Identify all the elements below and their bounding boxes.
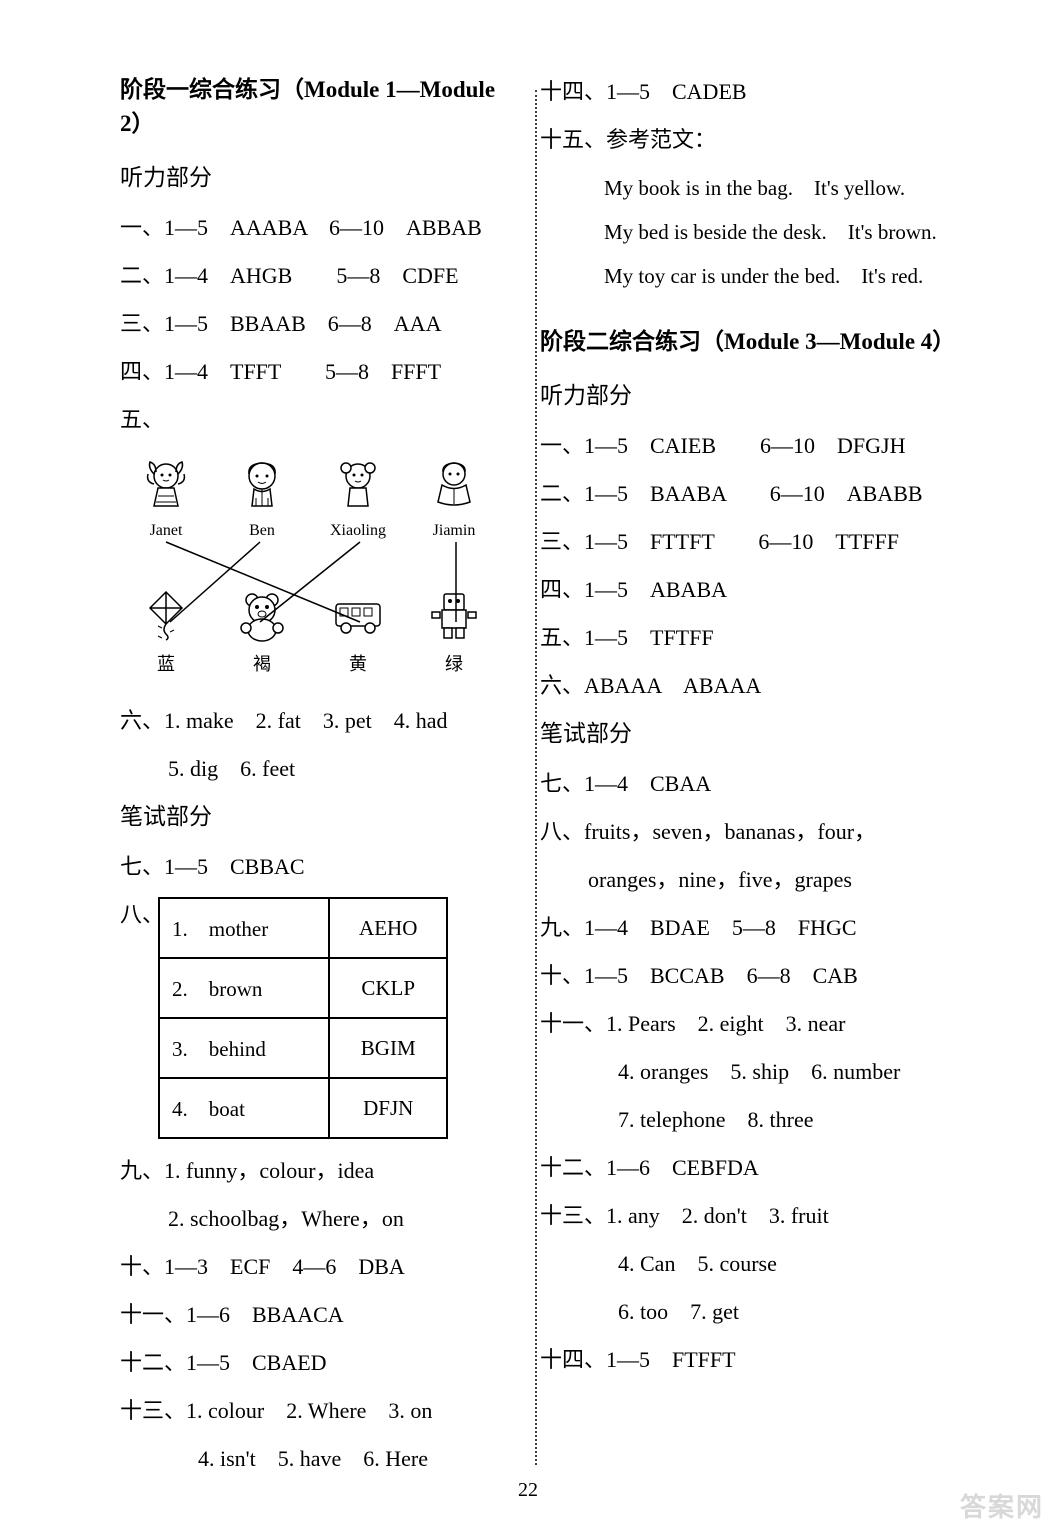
q3: 三、1—5 BBAAB 6—8 AAA [120, 302, 500, 346]
table-cell: 2. brown [159, 958, 329, 1018]
r11b: 4. oranges 5. ship 6. number [540, 1050, 960, 1094]
r13c: 6. too 7. get [540, 1290, 960, 1334]
right-column: 十四、1—5 CADEB 十五、参考范文： My book is in the … [520, 70, 960, 1485]
q6b: 5. dig 6. feet [120, 747, 500, 791]
q10: 十、1—3 ECF 4—6 DBA [120, 1245, 500, 1289]
rq15: 十五、参考范文： [540, 118, 960, 162]
written-title-left: 笔试部分 [120, 797, 500, 831]
listening-title-right: 听力部分 [540, 376, 960, 410]
table-cell: BGIM [329, 1018, 447, 1078]
q13b: 4. isn't 5. have 6. Here [120, 1437, 500, 1481]
table-cell: AEHO [329, 898, 447, 958]
r14: 十四、1—5 FTFFT [540, 1338, 960, 1382]
q8-label: 八、 [120, 893, 158, 937]
written-title-right: 笔试部分 [540, 714, 960, 748]
char-xiaoling: Xiaoling [318, 454, 398, 540]
r9: 九、1—4 BDAE 5—8 FHGC [540, 906, 960, 950]
r11c: 7. telephone 8. three [540, 1098, 960, 1142]
q6: 六、1. make 2. fat 3. pet 4. had [120, 699, 500, 743]
jiamin-icon [424, 454, 484, 514]
stage2-title: 阶段二综合练习（Module 3—Module 4） [540, 322, 960, 356]
q1: 一、1—5 AAABA 6—10 ABBAB [120, 206, 500, 250]
char-ben: Ben [222, 454, 302, 540]
r8b: oranges，nine，five，grapes [540, 858, 960, 902]
stage1-title: 阶段一综合练习（Module 1—Module 2） [120, 70, 500, 138]
watermark: 答案网 [960, 1487, 1044, 1524]
r7: 七、1—4 CBAA [540, 762, 960, 806]
q5: 五、 [120, 398, 500, 442]
two-column-layout: 阶段一综合练习（Module 1—Module 2） 听力部分 一、1—5 AA… [120, 70, 996, 1485]
table-cell: 4. boat [159, 1078, 329, 1138]
left-column: 阶段一综合练习（Module 1—Module 2） 听力部分 一、1—5 AA… [120, 70, 520, 1485]
q11: 十一、1—6 BBAACA [120, 1293, 500, 1337]
table-row: 3. behindBGIM [159, 1018, 447, 1078]
r13: 十三、1. any 2. don't 3. fruit [540, 1194, 960, 1238]
r4: 四、1—5 ABABA [540, 568, 960, 612]
table-cell: 3. behind [159, 1018, 329, 1078]
stage2-title-mod: （Module 3—Module 4） [701, 329, 955, 354]
robot-icon [424, 588, 484, 642]
janet-icon [136, 454, 196, 514]
janet-label: Janet [126, 522, 206, 540]
r13b: 4. Can 5. course [540, 1242, 960, 1286]
r5: 五、1—5 TFTFF [540, 616, 960, 660]
page-number: 22 [0, 1479, 1056, 1502]
answer-table: 1. motherAEHO 2. brownCKLP 3. behindBGIM… [158, 897, 448, 1139]
r6: 六、ABAAA ABAAA [540, 664, 960, 708]
essay-2: My bed is beside the desk. It's brown. [540, 210, 960, 254]
toy-bus: 黄 [318, 588, 398, 676]
robot-label: 绿 [414, 650, 494, 676]
table-row: 2. brownCKLP [159, 958, 447, 1018]
table-row: 1. motherAEHO [159, 898, 447, 958]
toy-kite: 蓝 [126, 588, 206, 676]
char-jiamin: Jiamin [414, 454, 494, 540]
r1: 一、1—5 CAIEB 6—10 DFGJH [540, 424, 960, 468]
bus-label: 黄 [318, 650, 398, 676]
ben-icon [232, 454, 292, 514]
q9b: 2. schoolbag，Where，on [120, 1197, 500, 1241]
table-cell: CKLP [329, 958, 447, 1018]
toy-robot: 绿 [414, 588, 494, 676]
q8-row: 八、 1. motherAEHO 2. brownCKLP 3. behindB… [120, 893, 500, 1149]
xiaoling-icon [328, 454, 388, 514]
toys-row: 蓝 褐 [120, 588, 500, 676]
table-cell: 1. mother [159, 898, 329, 958]
kite-icon [136, 588, 196, 642]
r10: 十、1—5 BCCAB 6—8 CAB [540, 954, 960, 998]
jiamin-label: Jiamin [414, 522, 494, 540]
q12: 十二、1—5 CBAED [120, 1341, 500, 1385]
r12: 十二、1—6 CEBFDA [540, 1146, 960, 1190]
column-divider [535, 90, 537, 1465]
xiaoling-label: Xiaoling [318, 522, 398, 540]
ben-label: Ben [222, 522, 302, 540]
listening-title-left: 听力部分 [120, 158, 500, 192]
kite-label: 蓝 [126, 650, 206, 676]
char-janet: Janet [126, 454, 206, 540]
stage1-title-pre: 阶段一综合练习 [120, 77, 281, 102]
bear-icon [232, 588, 292, 642]
bus-icon [328, 588, 388, 642]
r3: 三、1—5 FTTFT 6—10 TTFFF [540, 520, 960, 564]
essay-3: My toy car is under the bed. It's red. [540, 254, 960, 298]
q13: 十三、1. colour 2. Where 3. on [120, 1389, 500, 1433]
matching-diagram: Janet Ben [120, 454, 500, 689]
bear-label: 褐 [222, 650, 302, 676]
table-row: 4. boatDFJN [159, 1078, 447, 1138]
q7: 七、1—5 CBBAC [120, 845, 500, 889]
table-cell: DFJN [329, 1078, 447, 1138]
toy-bear: 褐 [222, 588, 302, 676]
q9: 九、1. funny，colour，idea [120, 1149, 500, 1193]
q2: 二、1—4 AHGB 5—8 CDFE [120, 254, 500, 298]
essay-1: My book is in the bag. It's yellow. [540, 166, 960, 210]
stage2-title-pre: 阶段二综合练习 [540, 329, 701, 354]
r8: 八、fruits，seven，bananas，four， [540, 810, 960, 854]
r2: 二、1—5 BAABA 6—10 ABABB [540, 472, 960, 516]
characters-row: Janet Ben [120, 454, 500, 540]
r11: 十一、1. Pears 2. eight 3. near [540, 1002, 960, 1046]
q4: 四、1—4 TFFT 5—8 FFFT [120, 350, 500, 394]
rq14: 十四、1—5 CADEB [540, 70, 960, 114]
